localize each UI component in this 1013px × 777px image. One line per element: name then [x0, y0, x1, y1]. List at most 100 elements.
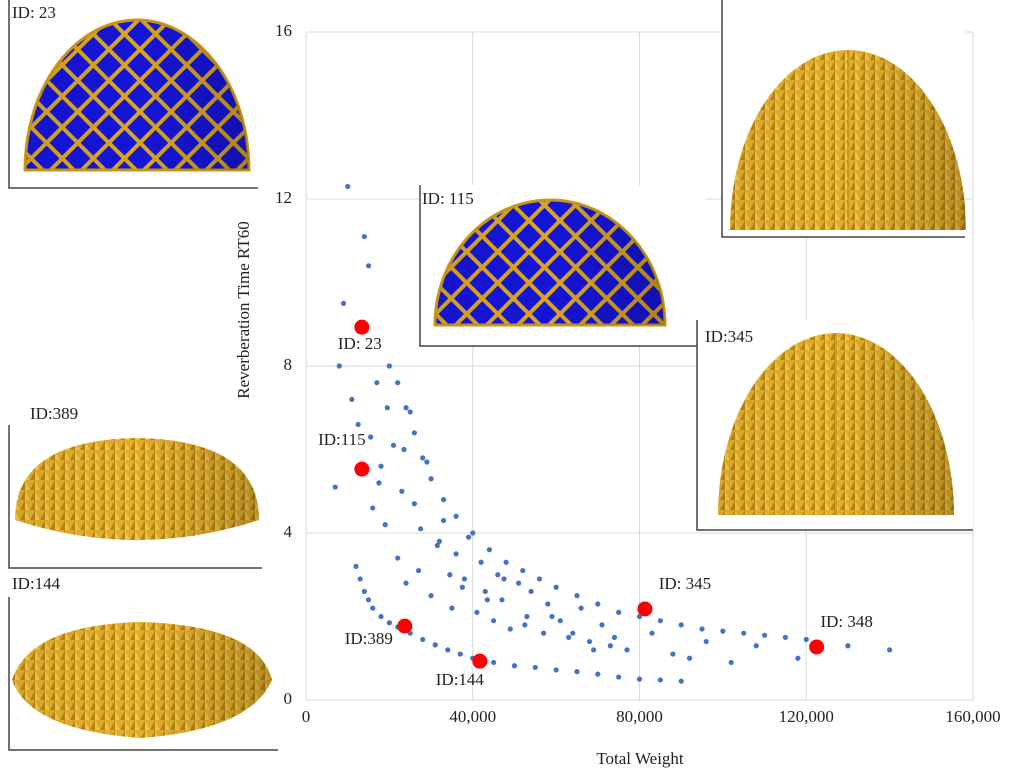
point — [399, 489, 404, 494]
point — [754, 643, 759, 648]
x-axis-label: Total Weight — [596, 749, 684, 768]
point — [595, 601, 600, 606]
point — [783, 635, 788, 640]
highlight-label: ID: 23 — [338, 334, 382, 353]
point — [554, 667, 559, 672]
inset: ID: 23 — [9, 0, 259, 188]
point — [362, 234, 367, 239]
point — [522, 622, 527, 627]
point — [383, 522, 388, 527]
point — [418, 526, 423, 531]
highlight-point — [354, 462, 369, 477]
inset — [722, 0, 966, 237]
point — [762, 633, 767, 638]
point — [491, 618, 496, 623]
point — [462, 576, 467, 581]
y-tick-label: 8 — [284, 355, 293, 374]
point — [499, 597, 504, 602]
point — [504, 560, 509, 565]
point — [408, 409, 413, 414]
point — [420, 455, 425, 460]
point — [512, 663, 517, 668]
point — [541, 631, 546, 636]
point — [529, 589, 534, 594]
point — [374, 380, 379, 385]
point — [679, 679, 684, 684]
point — [616, 610, 621, 615]
inset-label: ID:144 — [12, 574, 61, 593]
point — [501, 576, 506, 581]
point — [337, 363, 342, 368]
y-tick-label: 0 — [284, 689, 293, 708]
point — [403, 405, 408, 410]
point — [612, 635, 617, 640]
point — [704, 639, 709, 644]
point — [353, 564, 358, 569]
point — [729, 660, 734, 665]
point — [741, 631, 746, 636]
inset: ID:389 — [9, 404, 262, 568]
point — [387, 620, 392, 625]
y-axis-label: Reverberation Time RT60 — [234, 221, 253, 398]
point — [549, 614, 554, 619]
point — [349, 397, 354, 402]
point — [387, 363, 392, 368]
point — [649, 631, 654, 636]
point — [395, 555, 400, 560]
highlight-point — [354, 320, 369, 335]
highlight-point — [397, 619, 412, 634]
point — [362, 589, 367, 594]
point — [533, 665, 538, 670]
point — [420, 637, 425, 642]
inset-label: ID:389 — [30, 404, 78, 423]
y-tick-label: 12 — [275, 188, 292, 207]
point — [845, 643, 850, 648]
highlight-label: ID:144 — [436, 670, 485, 689]
point — [401, 447, 406, 452]
point — [428, 476, 433, 481]
point — [378, 614, 383, 619]
point — [587, 639, 592, 644]
point — [795, 656, 800, 661]
point — [470, 530, 475, 535]
point — [545, 601, 550, 606]
inset-label: ID:345 — [705, 327, 753, 346]
y-tick-label: 4 — [284, 522, 293, 541]
point — [412, 430, 417, 435]
point — [599, 622, 604, 627]
point — [433, 642, 438, 647]
insets: ID: 23 ID: 115 ID:345 — [9, 0, 973, 750]
point — [687, 656, 692, 661]
point — [370, 505, 375, 510]
x-tick-label: 120,000 — [779, 707, 834, 726]
point — [366, 597, 371, 602]
point — [478, 560, 483, 565]
point — [570, 631, 575, 636]
point — [395, 380, 400, 385]
point — [485, 597, 490, 602]
highlight-point — [809, 639, 824, 654]
point — [483, 589, 488, 594]
point — [435, 543, 440, 548]
point — [358, 576, 363, 581]
point — [458, 651, 463, 656]
point — [508, 626, 513, 631]
point — [566, 635, 571, 640]
inset: ID:345 — [697, 320, 973, 530]
point — [460, 585, 465, 590]
point — [679, 622, 684, 627]
inset: ID: 115 — [420, 185, 705, 346]
point — [441, 518, 446, 523]
point — [579, 606, 584, 611]
x-tick-label: 40,000 — [449, 707, 496, 726]
point — [474, 610, 479, 615]
point — [453, 514, 458, 519]
point — [887, 647, 892, 652]
point — [391, 443, 396, 448]
point — [574, 669, 579, 674]
point — [416, 568, 421, 573]
point — [804, 637, 809, 642]
point — [658, 618, 663, 623]
point — [345, 184, 350, 189]
point — [616, 674, 621, 679]
